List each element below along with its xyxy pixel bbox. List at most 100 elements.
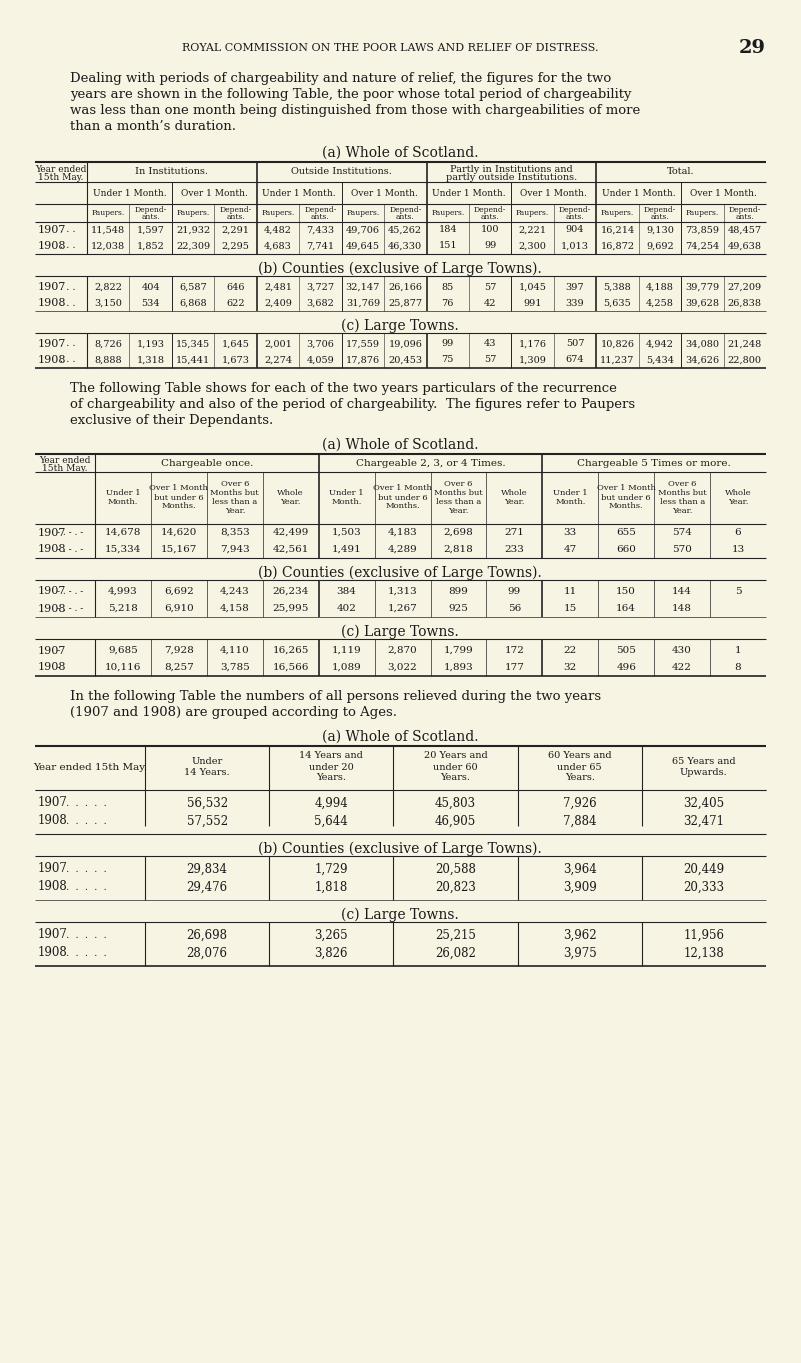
Text: 3,265: 3,265 (315, 928, 348, 942)
Text: 10,116: 10,116 (105, 662, 141, 672)
Text: Over 1 Month: Over 1 Month (150, 484, 208, 492)
Text: 1908: 1908 (38, 544, 66, 555)
Text: 4,258: 4,258 (646, 298, 674, 308)
Text: 47: 47 (564, 545, 577, 553)
Text: 32: 32 (564, 662, 577, 672)
Text: Over 1 Month.: Over 1 Month. (181, 188, 248, 198)
Text: 1,176: 1,176 (518, 339, 546, 349)
Text: 75: 75 (441, 356, 454, 364)
Text: 20,823: 20,823 (435, 880, 476, 894)
Text: but under 6: but under 6 (378, 493, 428, 502)
Text: Chargeable 2, 3, or 4 Times.: Chargeable 2, 3, or 4 Times. (356, 458, 505, 468)
Text: 14,678: 14,678 (105, 527, 141, 537)
Text: 430: 430 (672, 646, 692, 656)
Text: 27,209: 27,209 (728, 282, 762, 292)
Text: 15,345: 15,345 (176, 339, 210, 349)
Text: 1908: 1908 (38, 354, 66, 365)
Text: 1907: 1907 (38, 225, 66, 234)
Text: 655: 655 (616, 527, 636, 537)
Text: 1907: 1907 (38, 527, 66, 537)
Text: 172: 172 (505, 646, 525, 656)
Text: 20,588: 20,588 (435, 863, 476, 875)
Text: Chargeable once.: Chargeable once. (161, 458, 253, 468)
Text: of chargeability and also of the period of chargeability.  The figures refer to : of chargeability and also of the period … (70, 398, 635, 412)
Text: 48,457: 48,457 (728, 225, 762, 234)
Text: 25,215: 25,215 (435, 928, 476, 942)
Text: 1908: 1908 (38, 662, 66, 672)
Text: 1,729: 1,729 (315, 863, 348, 875)
Text: .  .  .  .  .: . . . . . (63, 864, 107, 874)
Text: Under 1 Month.: Under 1 Month. (602, 188, 675, 198)
Text: (1907 and 1908) are grouped according to Ages.: (1907 and 1908) are grouped according to… (70, 706, 397, 720)
Text: 233: 233 (505, 545, 525, 553)
Text: 5,218: 5,218 (108, 604, 138, 613)
Text: (a) Whole of Scotland.: (a) Whole of Scotland. (322, 438, 478, 453)
Text: 3,909: 3,909 (563, 880, 597, 894)
Text: . . .: . . . (60, 298, 75, 308)
Text: Year.: Year. (672, 507, 692, 515)
Text: .  .  .  .  .: . . . . . (63, 931, 107, 939)
Text: 899: 899 (449, 587, 469, 596)
Text: 14 Years and: 14 Years and (300, 751, 363, 761)
Text: Under 1: Under 1 (329, 489, 364, 497)
Text: Months.: Months. (162, 503, 196, 511)
Text: 384: 384 (336, 587, 356, 596)
Text: Year.: Year. (728, 497, 748, 506)
Text: 1,045: 1,045 (519, 282, 546, 292)
Text: but under 6: but under 6 (602, 493, 651, 502)
Text: 15,334: 15,334 (105, 545, 141, 553)
Text: 45,803: 45,803 (435, 796, 476, 810)
Text: 660: 660 (616, 545, 636, 553)
Text: 1908: 1908 (38, 298, 66, 308)
Text: 2,409: 2,409 (264, 298, 292, 308)
Text: Under 1 Month.: Under 1 Month. (432, 188, 505, 198)
Text: ants.: ants. (735, 213, 755, 221)
Text: 4,188: 4,188 (646, 282, 674, 292)
Text: 26,234: 26,234 (272, 587, 309, 596)
Text: less than a: less than a (212, 497, 257, 506)
Text: 32,147: 32,147 (346, 282, 380, 292)
Text: 42,499: 42,499 (272, 527, 309, 537)
Text: 4,942: 4,942 (646, 339, 674, 349)
Text: 11,237: 11,237 (600, 356, 634, 364)
Text: 4,482: 4,482 (264, 225, 292, 234)
Text: 26,166: 26,166 (388, 282, 422, 292)
Text: In Institutions.: In Institutions. (135, 168, 208, 176)
Text: 39,628: 39,628 (686, 298, 719, 308)
Text: 3,682: 3,682 (307, 298, 334, 308)
Text: (c) Large Towns.: (c) Large Towns. (341, 319, 459, 334)
Text: Under 1 Month.: Under 1 Month. (93, 188, 167, 198)
Text: 5,388: 5,388 (604, 282, 631, 292)
Text: 3,962: 3,962 (563, 928, 597, 942)
Text: 26,838: 26,838 (728, 298, 762, 308)
Text: ants.: ants. (566, 213, 585, 221)
Text: (a) Whole of Scotland.: (a) Whole of Scotland. (322, 146, 478, 159)
Text: 7,943: 7,943 (220, 545, 250, 553)
Text: 2,818: 2,818 (444, 545, 473, 553)
Text: 904: 904 (566, 225, 584, 234)
Text: 1,119: 1,119 (332, 646, 361, 656)
Text: 15: 15 (564, 604, 577, 613)
Text: 404: 404 (141, 282, 160, 292)
Text: 13: 13 (731, 545, 745, 553)
Text: Whole: Whole (501, 489, 528, 497)
Text: 925: 925 (449, 604, 469, 613)
Text: 16,265: 16,265 (272, 646, 309, 656)
Text: Paupers.: Paupers. (516, 209, 549, 217)
Text: 20,449: 20,449 (683, 863, 724, 875)
Text: 1908: 1908 (38, 241, 66, 251)
Text: 20 Years and: 20 Years and (424, 751, 487, 761)
Text: ants.: ants. (141, 213, 160, 221)
Text: Paupers.: Paupers. (601, 209, 634, 217)
Text: 25,877: 25,877 (388, 298, 422, 308)
Text: ants.: ants. (311, 213, 330, 221)
Text: 1: 1 (735, 646, 742, 656)
Text: Total.: Total. (667, 168, 695, 176)
Text: Under 1 Month.: Under 1 Month. (263, 188, 336, 198)
Text: 5,434: 5,434 (646, 356, 674, 364)
Text: 14,620: 14,620 (161, 527, 197, 537)
Text: Partly in Institutions and: Partly in Institutions and (450, 165, 573, 174)
Text: 574: 574 (672, 527, 692, 537)
Text: Year.: Year. (504, 497, 525, 506)
Text: .  .  .  .  .: . . . . . (63, 882, 107, 891)
